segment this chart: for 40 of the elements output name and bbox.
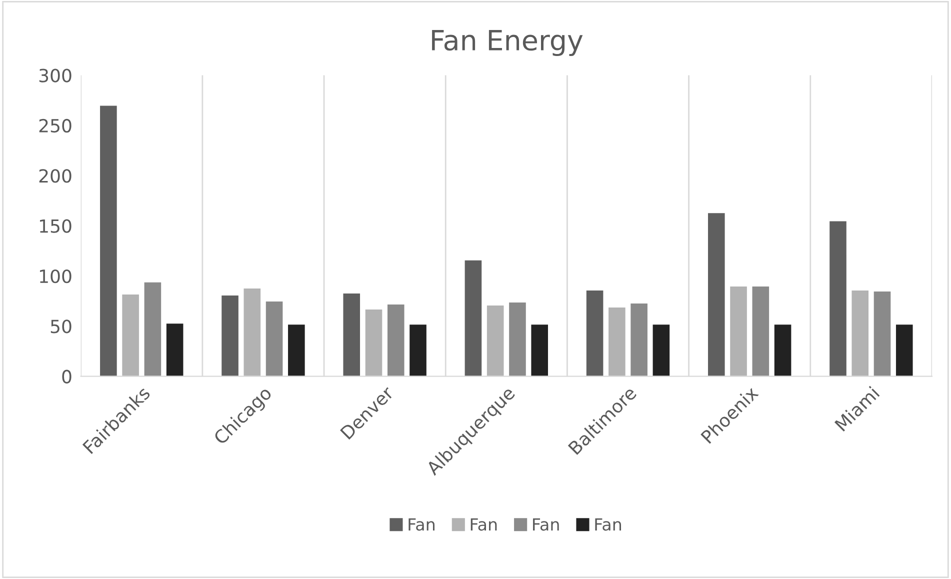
legend-label: Fan bbox=[533, 518, 559, 531]
bar bbox=[99, 104, 118, 376]
bar bbox=[530, 324, 549, 376]
y-tick-label: 200 bbox=[39, 169, 72, 183]
legend-label: Fan bbox=[470, 518, 497, 531]
bar bbox=[220, 294, 240, 376]
bar bbox=[121, 294, 140, 376]
bar bbox=[464, 260, 482, 376]
y-tick-label: 100 bbox=[40, 269, 72, 284]
bar bbox=[408, 324, 428, 376]
bar bbox=[608, 306, 626, 376]
bar bbox=[166, 322, 184, 376]
bar bbox=[364, 308, 383, 376]
bar bbox=[630, 302, 648, 376]
bar bbox=[774, 324, 792, 376]
y-tick-label: 50 bbox=[50, 320, 72, 334]
bar bbox=[386, 304, 406, 376]
bar bbox=[287, 324, 306, 376]
legend-label: Fan bbox=[595, 518, 622, 531]
bar bbox=[729, 286, 748, 376]
y-tick-label: 150 bbox=[40, 219, 72, 233]
y-tick-label: 300 bbox=[39, 68, 72, 82]
bar bbox=[486, 304, 505, 376]
bar bbox=[751, 286, 770, 376]
y-tick-label: 250 bbox=[39, 118, 72, 133]
bar bbox=[508, 302, 527, 376]
bar bbox=[850, 290, 870, 376]
bar bbox=[143, 282, 162, 376]
bar bbox=[242, 288, 262, 376]
bar bbox=[873, 290, 892, 376]
bar bbox=[652, 324, 670, 376]
y-tick-label: 0 bbox=[62, 370, 72, 384]
bar bbox=[586, 290, 604, 376]
legend-label: Fan bbox=[408, 518, 434, 531]
chart-title: Fan Energy bbox=[432, 30, 583, 56]
bar bbox=[895, 324, 914, 376]
bar bbox=[342, 292, 361, 376]
bar bbox=[828, 220, 848, 376]
bar bbox=[707, 212, 726, 376]
bar bbox=[265, 300, 284, 376]
